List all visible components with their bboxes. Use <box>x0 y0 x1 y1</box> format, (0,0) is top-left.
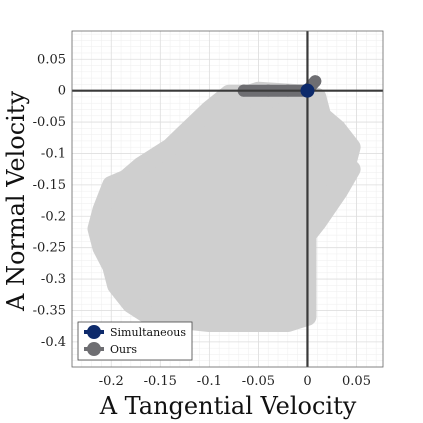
legend-marker-simultaneous <box>87 325 101 339</box>
trajectory-cloud-region <box>87 81 361 332</box>
y-tick-label: -0.25 <box>33 241 66 256</box>
y-tick-label: -0.05 <box>33 115 66 130</box>
data-point-ours <box>309 75 322 88</box>
legend-marker-ours <box>87 342 101 356</box>
legend-label-ours: Ours <box>110 343 137 356</box>
x-tick-label: 0.05 <box>342 374 371 389</box>
y-tick-labels: 0.05 0 -0.05 -0.1 -0.15 -0.2 -0.25 -0.3 -0.35 -0.… <box>33 52 66 350</box>
trajectory-cloud-line <box>306 147 353 185</box>
y-tick-label: -0.4 <box>41 335 66 350</box>
y-tick-label: 0 <box>58 84 66 99</box>
y-tick-label: -0.2 <box>41 209 66 224</box>
trajectory-cloud-line <box>296 178 329 216</box>
x-tick-label: -0.2 <box>99 374 124 389</box>
x-tick-label: -0.15 <box>144 374 177 389</box>
y-tick-label: -0.15 <box>33 178 66 193</box>
legend-label-simultaneous: Simultaneous <box>110 326 186 339</box>
x-tick-label: 0 <box>303 374 311 389</box>
x-tick-label: -0.05 <box>242 374 275 389</box>
x-axis-title: A Tangential Velocity <box>99 392 357 420</box>
x-tick-label: -0.1 <box>197 374 222 389</box>
trajectory-cloud-line <box>281 97 353 154</box>
y-tick-label: -0.1 <box>41 146 66 161</box>
y-tick-label: -0.3 <box>41 272 66 287</box>
plot-frame <box>71 30 384 368</box>
legend: Simultaneous Ours <box>77 321 193 361</box>
y-axis-title: A Normal Velocity <box>2 91 30 312</box>
y-tick-label: -0.35 <box>33 303 66 318</box>
y-tick-label: 0.05 <box>37 52 66 67</box>
x-tick-labels: -0.2 -0.15 -0.1 -0.05 0 0.05 <box>99 374 371 389</box>
data-point-simultaneous <box>300 83 315 98</box>
